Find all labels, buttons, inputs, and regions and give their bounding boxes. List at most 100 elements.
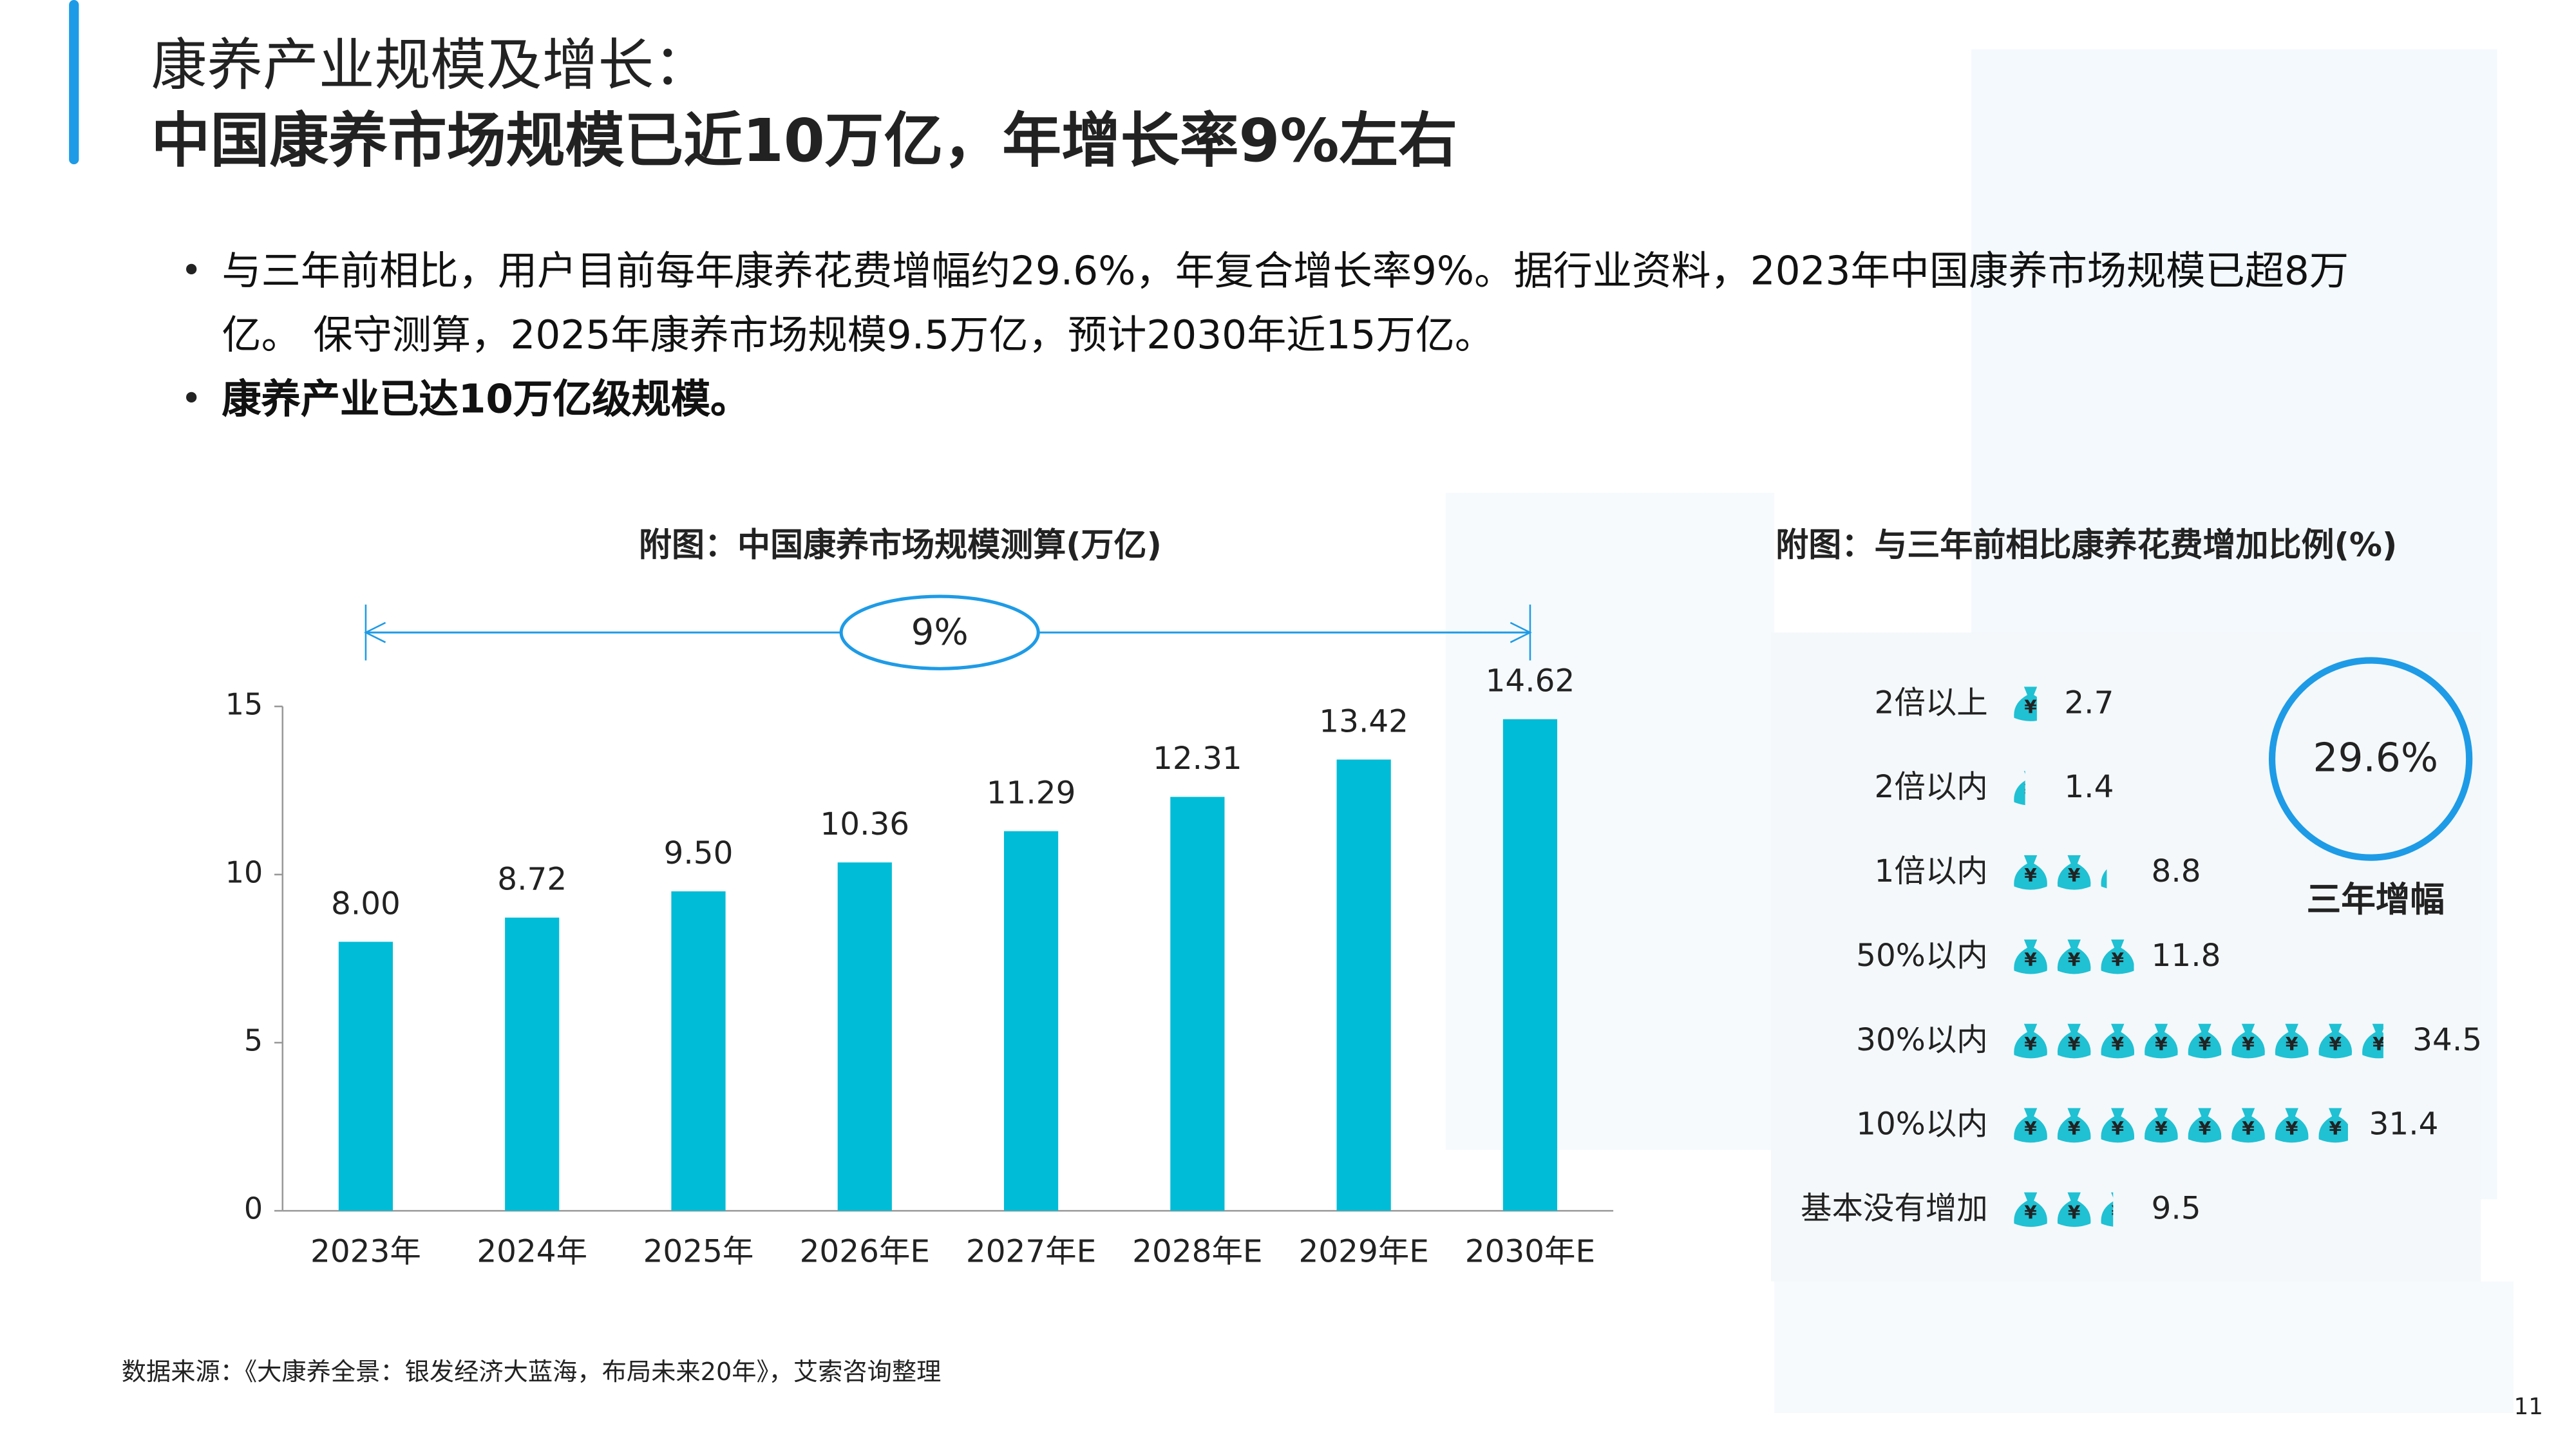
bullet: 康养产业已达10万亿级规模。	[222, 376, 750, 422]
bar	[837, 862, 892, 1211]
y-tick-label: 15	[225, 687, 263, 721]
x-tick-label: 2030年E	[1465, 1233, 1595, 1269]
currency-sign: ¥	[2068, 949, 2081, 971]
money-bag	[2145, 1023, 2178, 1059]
value-label: 13.42	[1319, 703, 1408, 739]
category-label: 50%以内	[1856, 938, 1988, 974]
icon-row: ¥ ¥ ¥ ¥ ¥ ¥ ¥ ¥	[2014, 1108, 2348, 1143]
currency-sign: ¥	[2068, 865, 2081, 886]
currency-sign: ¥	[2024, 1202, 2037, 1224]
value-label: 9.5	[2152, 1191, 2201, 1227]
chart-title: 附图：与三年前相比康养花费增加比例(%)	[1776, 526, 2397, 564]
money-bag	[2145, 1108, 2178, 1143]
bar	[1003, 831, 1059, 1211]
x-tick-label: 2029年E	[1298, 1233, 1428, 1269]
money-bag	[2014, 687, 2037, 721]
currency-sign: ¥	[2155, 1034, 2168, 1055]
currency-sign: ¥	[2068, 1202, 2081, 1224]
currency-sign: ¥	[2372, 1034, 2385, 1055]
money-bag	[2014, 1192, 2047, 1227]
bullet: 与三年前相比，用户目前每年康养花费增幅约29.6%，年复合增长率9%。据行业资料…	[222, 248, 2349, 359]
value-label: 8.8	[2152, 853, 2201, 889]
subtitle: 中国康养市场规模已近10万亿，年增长率9%左右	[151, 106, 1457, 175]
money-bag	[2318, 1108, 2348, 1143]
currency-sign: ¥	[2112, 949, 2125, 971]
money-bag	[2101, 1108, 2135, 1143]
money-bag	[2014, 939, 2047, 974]
icon-row: ¥¥¥	[2014, 855, 2107, 890]
highlight-label: 三年增幅	[2307, 879, 2445, 920]
category-label: 10%以内	[1856, 1106, 1988, 1142]
money-bag	[2057, 1023, 2091, 1059]
value-label: 8.72	[497, 862, 567, 898]
title: 康养产业规模及增长：	[151, 33, 710, 98]
money-bag	[2014, 1108, 2047, 1143]
money-bag	[2057, 855, 2091, 890]
y-tick-label: 0	[244, 1191, 263, 1226]
money-bag	[2057, 1192, 2091, 1227]
icon-row: ¥¥¥	[2014, 1192, 2114, 1227]
x-tick-label: 2023年	[310, 1233, 421, 1269]
category-label: 2倍以内	[1875, 769, 1988, 805]
value-label: 12.31	[1153, 741, 1242, 777]
currency-sign: ¥	[2199, 1118, 2211, 1139]
y-tick-label: 5	[244, 1023, 263, 1058]
value-label: 2.7	[2064, 685, 2114, 721]
currency-sign: ¥	[2024, 781, 2037, 802]
highlight-value: 29.6%	[2313, 735, 2438, 781]
money-bag	[2275, 1108, 2309, 1143]
money-bag	[2362, 1023, 2383, 1059]
x-tick-label: 2025年	[643, 1233, 754, 1269]
money-bag	[2188, 1108, 2222, 1143]
value-label: 34.5	[2412, 1022, 2482, 1058]
money-bag	[2014, 771, 2025, 806]
x-tick-label: 2026年E	[800, 1233, 930, 1269]
currency-sign: ¥	[2024, 865, 2037, 886]
currency-sign: ¥	[2068, 1118, 2081, 1139]
money-bag	[2188, 1023, 2222, 1059]
bullet-box: 与三年前相比，用户目前每年康养花费增幅约29.6%，年复合增长率9%。据行业资料…	[222, 248, 2349, 359]
category-label: 基本没有增加	[1801, 1191, 1988, 1227]
chart-title: 附图：中国康养市场规模测算(万亿)	[639, 526, 1162, 564]
bullet-box: 康养产业已达10万亿级规模。	[222, 376, 750, 422]
currency-sign: ¥	[2024, 949, 2037, 971]
icon-row: ¥	[2014, 771, 2037, 806]
currency-sign: ¥	[2329, 1118, 2342, 1139]
value-label: 9.50	[664, 835, 734, 871]
currency-sign: ¥	[2199, 1034, 2211, 1055]
currency-sign: ¥	[2286, 1034, 2298, 1055]
bar	[671, 891, 726, 1211]
currency-sign: ¥	[2024, 696, 2037, 717]
money-bag	[2101, 1192, 2114, 1227]
money-bag	[2014, 855, 2047, 890]
bullet-dot: •	[181, 378, 202, 420]
bar	[1336, 759, 1391, 1211]
currency-sign: ¥	[2242, 1034, 2255, 1055]
category-label: 30%以内	[1856, 1022, 1988, 1058]
x-tick-label: 2024年	[477, 1233, 587, 1269]
bar	[338, 942, 393, 1211]
value-label: 8.00	[331, 886, 401, 922]
highlight-circle	[2268, 657, 2473, 861]
value-label: 10.36	[820, 806, 909, 842]
currency-sign: ¥	[2024, 1118, 2037, 1139]
money-bag	[2057, 1108, 2091, 1143]
money-bag	[2057, 939, 2091, 974]
value-label: 31.4	[2369, 1106, 2439, 1142]
annotation: 9%	[911, 611, 969, 653]
icon-row: ¥ ¥ ¥	[2014, 939, 2134, 974]
icon-row: ¥	[2014, 687, 2037, 721]
bar	[505, 917, 560, 1211]
money-bag	[2101, 939, 2134, 974]
money-bag	[2101, 869, 2107, 889]
money-bag	[2231, 1108, 2265, 1143]
currency-sign: ¥	[2112, 1034, 2125, 1055]
money-bag	[2014, 1023, 2047, 1059]
value-label: 14.62	[1486, 663, 1575, 699]
annotation-ellipse	[839, 594, 1040, 670]
currency-sign: ¥	[2024, 1034, 2037, 1055]
money-bag	[2231, 1023, 2265, 1059]
y-tick-label: 10	[225, 855, 263, 889]
source: 数据来源：《大康养全景：银发经济大蓝海，布局未来20年》，艾索咨询整理	[122, 1358, 942, 1387]
